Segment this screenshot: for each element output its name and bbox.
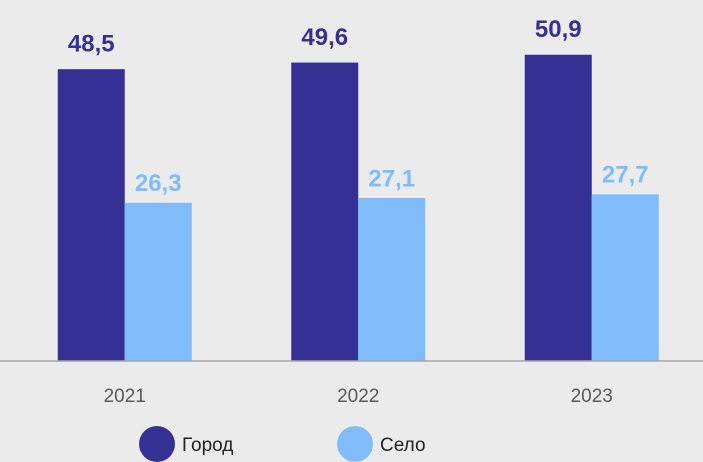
legend-label: Село [380, 435, 426, 456]
x-tick-label: 2023 [571, 386, 613, 407]
bar [591, 194, 659, 361]
bar [358, 197, 426, 361]
bar [524, 54, 592, 361]
bar [57, 69, 125, 362]
legend-marker [337, 426, 373, 462]
bar [124, 202, 192, 361]
x-tick-label: 2021 [104, 386, 146, 407]
value-label: 50,9 [535, 16, 582, 43]
value-label: 27,7 [602, 162, 649, 189]
value-label: 48,5 [68, 31, 115, 58]
x-tick-label: 2022 [337, 386, 379, 407]
legend-label: Город [182, 435, 233, 456]
value-label: 27,1 [368, 165, 415, 192]
value-label: 26,3 [135, 170, 182, 197]
bar [291, 62, 359, 361]
legend-marker [139, 426, 175, 462]
value-label: 49,6 [301, 24, 348, 51]
